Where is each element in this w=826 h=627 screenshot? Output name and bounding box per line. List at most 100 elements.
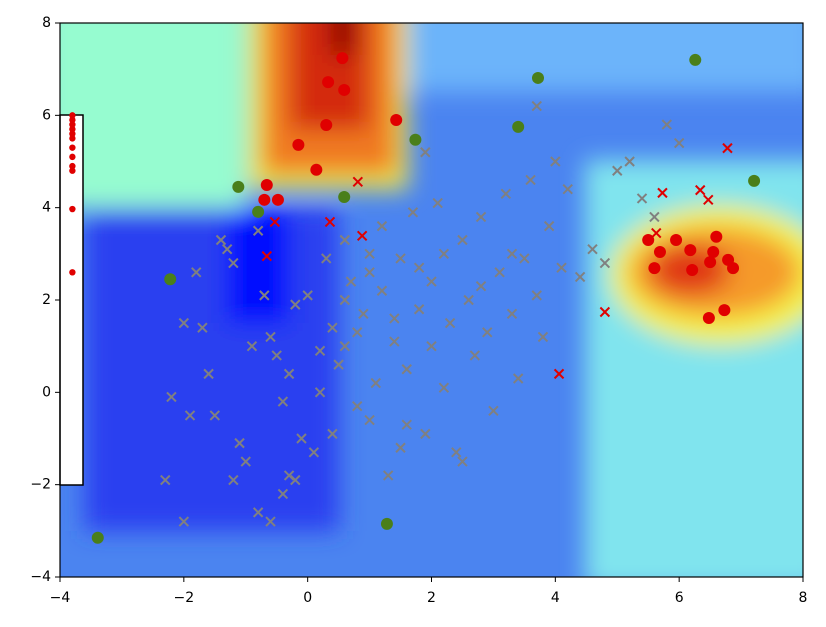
circle-marker — [390, 113, 403, 126]
x-marker — [351, 400, 363, 412]
x-marker — [420, 428, 431, 440]
x-marker — [500, 188, 512, 200]
x-marker — [327, 428, 338, 440]
circle-marker — [512, 120, 525, 133]
x-marker — [574, 271, 586, 283]
circle-marker — [710, 230, 723, 243]
circle-marker — [748, 174, 761, 187]
circle-marker — [338, 191, 351, 204]
x-tick-label: 8 — [799, 590, 808, 606]
circle-marker — [292, 138, 305, 151]
x-marker — [283, 368, 295, 380]
x-marker — [722, 142, 733, 154]
x-marker — [221, 244, 233, 255]
x-marker — [314, 345, 326, 356]
x-marker — [370, 377, 381, 389]
x-marker — [475, 280, 487, 292]
circle-marker — [320, 119, 333, 132]
x-marker — [395, 442, 406, 453]
x-marker — [339, 294, 351, 306]
x-marker — [376, 220, 388, 232]
x-marker — [376, 285, 388, 296]
x-marker — [624, 156, 635, 167]
x-marker — [215, 234, 227, 246]
x-marker — [432, 197, 443, 209]
circle-marker — [653, 245, 666, 258]
x-marker — [506, 308, 518, 320]
x-marker — [277, 396, 289, 407]
circle-marker — [260, 179, 273, 192]
circle-marker — [689, 53, 702, 66]
x-tick-label: 6 — [675, 590, 684, 606]
x-marker — [401, 364, 412, 375]
x-marker — [531, 290, 542, 301]
dot-marker — [69, 167, 76, 174]
x-marker — [695, 184, 706, 196]
x-marker — [197, 322, 208, 333]
circle-marker — [258, 193, 271, 206]
circle-marker — [380, 517, 393, 530]
x-marker — [438, 382, 450, 393]
x-marker — [382, 470, 394, 481]
x-marker — [364, 248, 375, 260]
x-marker — [269, 216, 281, 228]
x-marker — [475, 211, 487, 223]
x-marker — [327, 322, 338, 333]
dot-marker — [69, 144, 76, 151]
x-marker — [191, 267, 202, 278]
dot-marker — [69, 269, 76, 276]
x-marker — [413, 262, 425, 273]
y-tick-label: 2 — [42, 292, 51, 308]
x-marker — [636, 193, 648, 204]
dot-marker — [69, 162, 76, 170]
x-marker — [587, 244, 598, 255]
dot-marker — [69, 130, 76, 137]
circle-marker — [336, 52, 349, 65]
x-marker — [290, 474, 301, 486]
x-marker — [314, 387, 326, 398]
x-marker — [339, 234, 351, 246]
x-marker — [302, 290, 313, 301]
x-marker — [351, 327, 363, 338]
dot-marker — [69, 125, 76, 133]
x-marker — [451, 447, 462, 458]
circle-marker — [322, 76, 335, 89]
x-marker — [463, 294, 474, 306]
x-marker — [339, 340, 351, 352]
x-marker — [178, 516, 190, 527]
x-marker — [234, 437, 245, 449]
x-marker — [649, 211, 660, 223]
x-tick-label: 4 — [551, 590, 560, 606]
circle-marker — [232, 180, 245, 193]
dot-marker — [69, 153, 76, 161]
circle-marker — [704, 256, 717, 269]
x-tick-label: −2 — [174, 590, 195, 606]
x-marker — [184, 410, 196, 421]
x-marker — [345, 276, 357, 287]
x-marker — [271, 350, 282, 361]
x-marker — [252, 507, 264, 518]
x-marker — [525, 174, 536, 186]
x-marker — [438, 248, 450, 260]
marks — [69, 52, 761, 544]
circle-marker — [91, 531, 104, 544]
x-marker — [160, 474, 171, 486]
circle-marker — [707, 245, 720, 258]
x-marker — [488, 405, 499, 417]
x-marker — [265, 331, 276, 343]
x-tick-label: 2 — [427, 590, 436, 606]
x-marker — [240, 456, 251, 467]
circle-marker — [252, 205, 265, 218]
circle-marker — [409, 133, 422, 146]
x-marker — [352, 176, 364, 188]
dot-marker — [69, 112, 76, 119]
x-marker — [228, 474, 239, 486]
x-marker — [324, 216, 336, 228]
x-marker — [543, 220, 555, 232]
circle-marker — [648, 262, 661, 275]
y-tick-label: 0 — [42, 384, 51, 400]
x-marker — [426, 340, 437, 352]
x-marker — [203, 368, 214, 380]
x-marker — [389, 336, 400, 347]
